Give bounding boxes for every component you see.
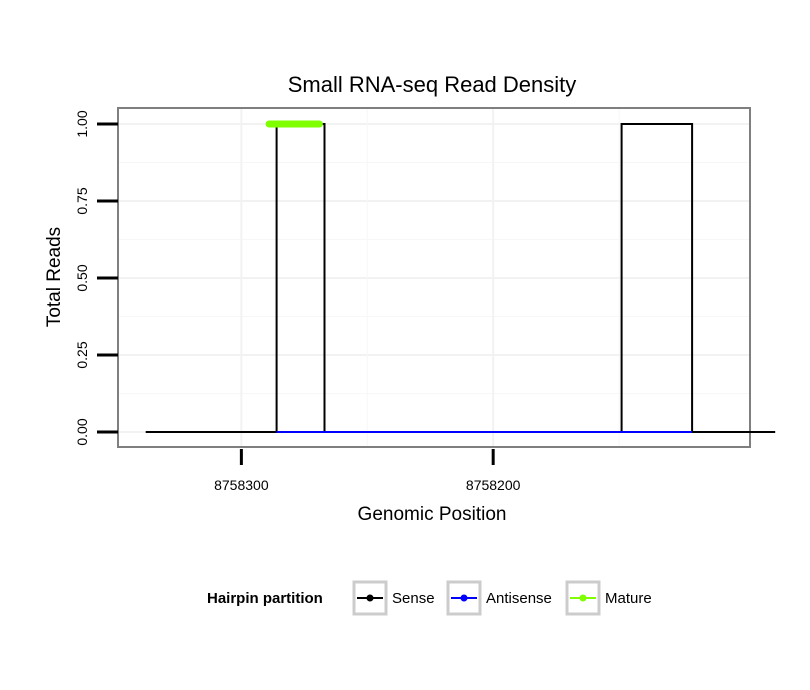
legend-title: Hairpin partition — [207, 590, 323, 607]
legend-item-sense: Sense — [352, 580, 435, 616]
y-tick-label: 0.00 — [74, 418, 90, 445]
x-tick-label: 8758200 — [466, 477, 521, 493]
legend-label: Mature — [605, 590, 652, 607]
legend-item-antisense: Antisense — [446, 580, 552, 616]
x-tick-label: 8758300 — [214, 477, 269, 493]
y-axis-title: Total Reads — [44, 227, 65, 327]
y-tick-label: 0.50 — [74, 264, 90, 291]
data-series — [145, 120, 776, 433]
legend-key-point — [460, 594, 468, 602]
legend-item-mature: Mature — [565, 580, 652, 616]
chart-title: Small RNA-seq Read Density — [288, 72, 577, 97]
y-tick-label: 0.25 — [74, 341, 90, 368]
legend: Hairpin partition Sense Antisense Mature — [207, 580, 652, 616]
y-tick-label: 0.75 — [74, 187, 90, 214]
axes: 0.00 0.25 0.50 0.75 1.00 8758300 8758200 — [74, 110, 521, 493]
legend-key-point — [366, 594, 374, 602]
legend-key-point — [579, 594, 587, 602]
legend-label: Antisense — [486, 590, 552, 607]
legend-label: Sense — [392, 590, 435, 607]
x-axis-title: Genomic Position — [358, 504, 507, 525]
y-tick-label: 1.00 — [74, 110, 90, 137]
